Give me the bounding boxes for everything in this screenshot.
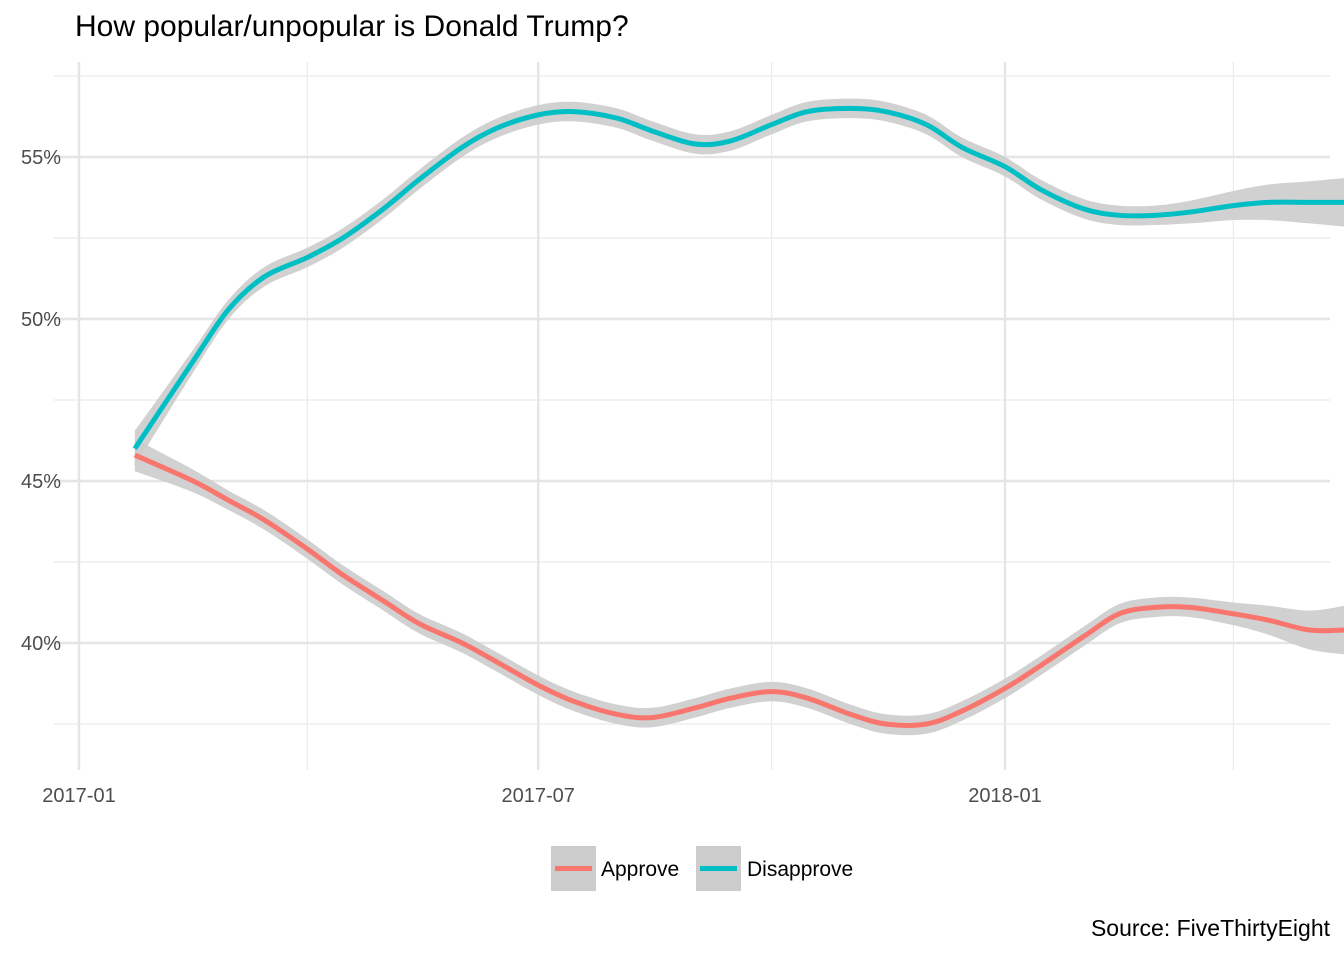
legend-label: Approve (601, 858, 679, 881)
legend-item-disapprove: Disapprove (696, 846, 853, 891)
legend-label: Disapprove (747, 858, 853, 881)
major-grid (54, 62, 1330, 770)
x-tick-label: 2017-01 (42, 785, 115, 807)
confidence-band-approve (134, 438, 1344, 736)
legend: Approve Disapprove (551, 846, 853, 891)
confidence-band-disapprove (134, 98, 1344, 467)
minor-grid (54, 62, 1330, 770)
x-tick-label: 2017-07 (501, 785, 574, 807)
chart-title: How popular/unpopular is Donald Trump? (75, 10, 629, 43)
chart-caption: Source: FiveThirtyEight (1090, 915, 1330, 941)
legend-item-approve: Approve (551, 846, 679, 891)
series-line-disapprove (132, 105, 1344, 450)
y-tick-label: 55% (21, 147, 61, 169)
confidence-bands (134, 98, 1344, 736)
y-axis-tick-labels: 40% 45% 50% 55% (21, 147, 61, 655)
series-line-approve (133, 452, 1344, 728)
y-tick-label: 50% (21, 309, 61, 331)
series-lines (132, 105, 1344, 728)
x-axis-tick-labels: 2017-01 2017-07 2018-01 (42, 785, 1041, 807)
y-tick-label: 45% (21, 471, 61, 493)
x-tick-label: 2018-01 (968, 785, 1041, 807)
y-tick-label: 40% (21, 633, 61, 655)
